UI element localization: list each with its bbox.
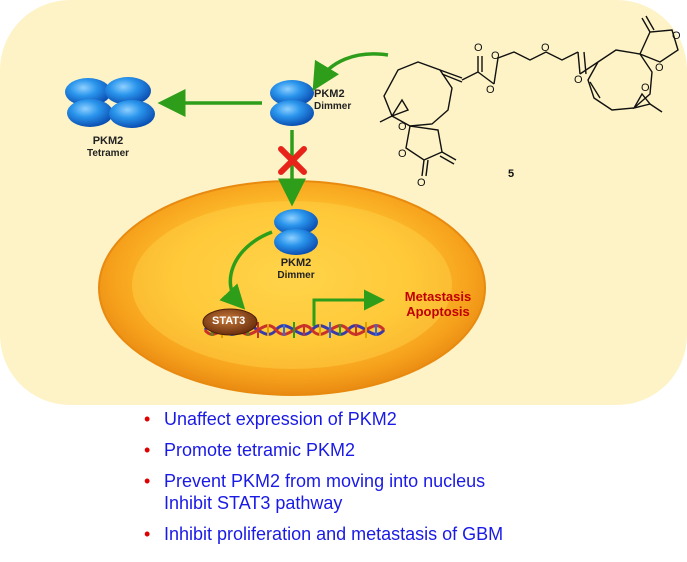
bullet-dot-icon: • bbox=[144, 409, 151, 429]
conclusion-item: • Unaffect expression of PKM2 bbox=[140, 408, 680, 430]
atom-o-left-epoxide: O bbox=[398, 121, 407, 133]
outcome-apoptosis: Apoptosis bbox=[406, 303, 470, 319]
atom-o-left-ring: O bbox=[398, 148, 407, 160]
tetramer-sub: Tetramer bbox=[86, 147, 130, 159]
stat3-protein bbox=[202, 308, 258, 336]
arrow-dimer-to-stat3 bbox=[219, 230, 273, 310]
pkm2-dimer-nucleus-icon bbox=[274, 209, 318, 255]
conclusion-line: Unaffect expression of PKM2 bbox=[164, 409, 397, 429]
atom-o-left-ester: O bbox=[486, 84, 495, 96]
compound-5-structure bbox=[379, 15, 679, 177]
atom-o-left-carbonyl: O bbox=[474, 42, 483, 54]
dimer-top-name: PKM2 bbox=[314, 88, 345, 100]
conclusion-list: • Unaffect expression of PKM2 • Promote … bbox=[140, 408, 680, 554]
atom-o-right-epoxide: O bbox=[641, 82, 650, 94]
compound-number: 5 bbox=[508, 168, 515, 180]
block-x-icon bbox=[278, 146, 307, 175]
dimer-nucleus-sub: Dimmer bbox=[277, 269, 315, 281]
conclusion-item: • Prevent PKM2 from moving into nucleus … bbox=[140, 470, 680, 514]
bullet-dot-icon: • bbox=[144, 471, 151, 491]
atom-o-right-ring: O bbox=[655, 62, 664, 74]
dimer-top-sub: Dimmer bbox=[314, 100, 352, 112]
tetramer-label: PKM2 Tetramer bbox=[78, 135, 138, 159]
dimer-nucleus-label: PKM2 Dimmer bbox=[268, 257, 324, 281]
atom-o-right-lactone: O bbox=[672, 30, 681, 42]
atom-o-linker-2: O bbox=[541, 42, 550, 54]
atom-o-left-lactone: O bbox=[417, 177, 426, 189]
pkm2-dimer-top-icon bbox=[270, 80, 314, 126]
conclusion-line: Inhibit STAT3 pathway bbox=[164, 493, 343, 513]
atom-o-right-ester: O bbox=[574, 74, 583, 86]
conclusion-line: Promote tetramic PKM2 bbox=[164, 440, 356, 460]
conclusion-line: Prevent PKM2 from moving into nucleus bbox=[164, 471, 486, 491]
tetramer-name: PKM2 bbox=[92, 135, 124, 147]
pkm2-tetramer-icon bbox=[65, 77, 155, 128]
stat3-label: STAT3 bbox=[212, 315, 246, 327]
dimer-nucleus-name: PKM2 bbox=[280, 257, 312, 269]
conclusion-line: Inhibit proliferation and metastasis of … bbox=[164, 524, 504, 544]
arrow-transcription bbox=[312, 289, 385, 326]
conclusion-item: • Inhibit proliferation and metastasis o… bbox=[140, 523, 680, 545]
arrow-compound-to-dimer bbox=[312, 52, 389, 92]
bullet-dot-icon: • bbox=[144, 524, 151, 544]
bullet-dot-icon: • bbox=[144, 440, 151, 460]
outcome-label: Metastasis Apoptosis bbox=[388, 289, 488, 320]
outcome-metastasis: Metastasis bbox=[404, 289, 472, 304]
atom-o-linker-1: O bbox=[491, 50, 500, 62]
conclusion-item: • Promote tetramic PKM2 bbox=[140, 439, 680, 461]
dimer-top-label: PKM2 Dimmer bbox=[314, 88, 364, 112]
